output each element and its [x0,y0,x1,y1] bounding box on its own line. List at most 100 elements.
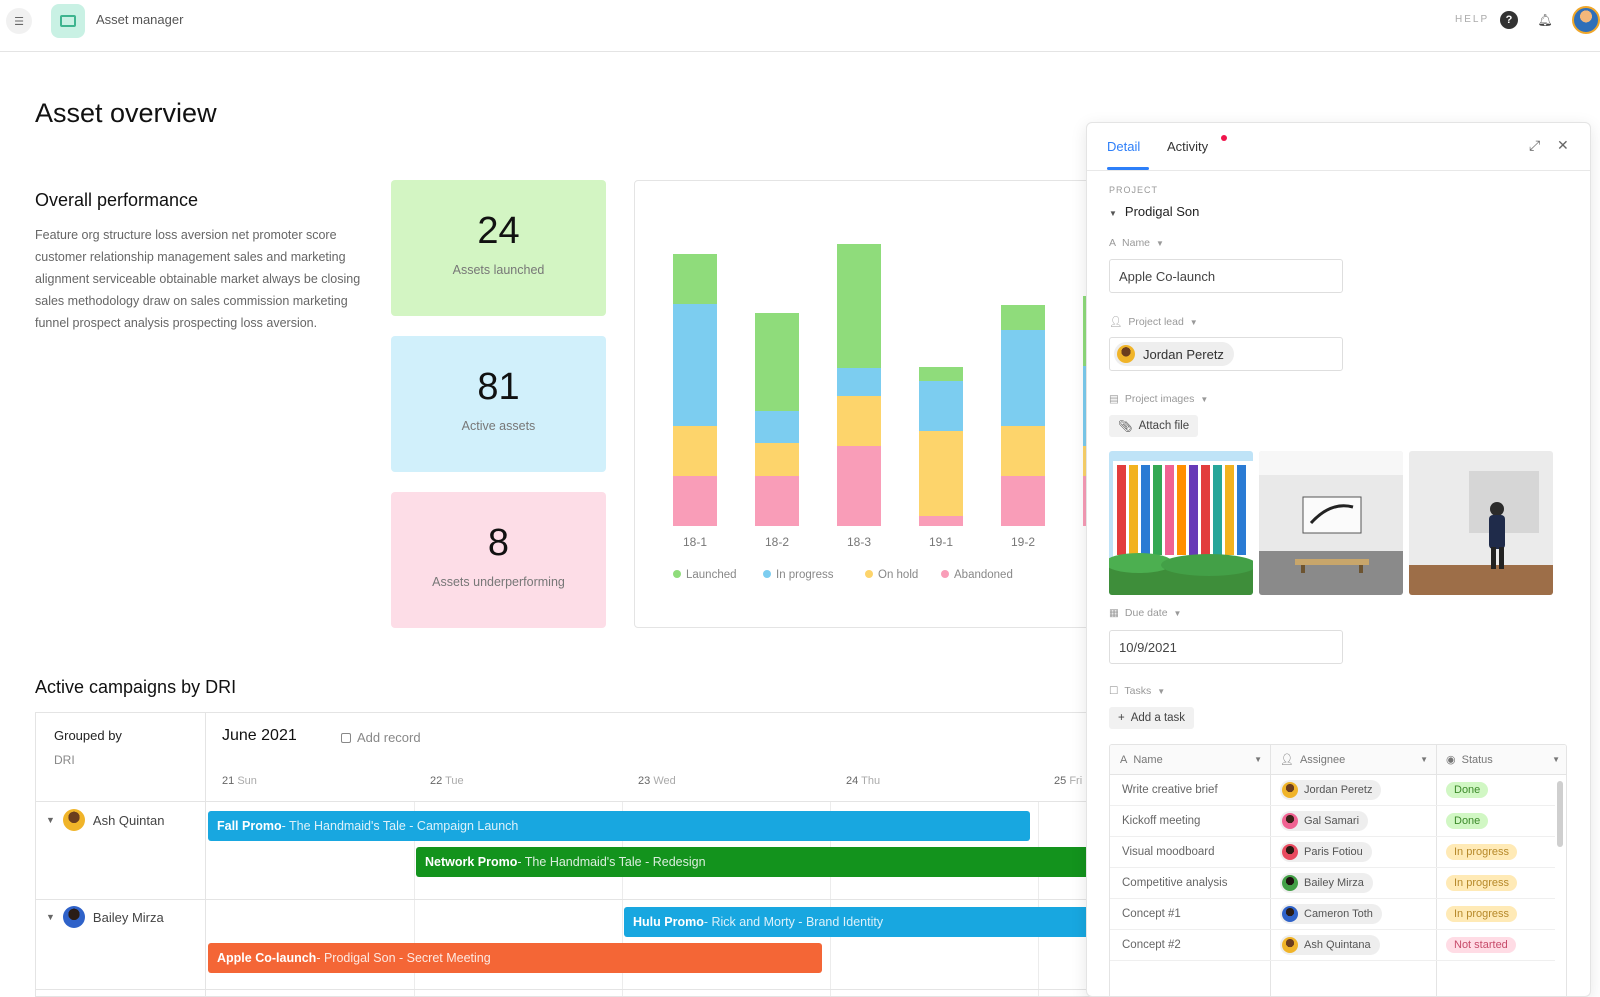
campaign-detail: - Prodigal Son - Secret Meeting [316,951,491,965]
dri-row-ash[interactable]: ▼ Ash Quintan [46,809,164,831]
bar-segment-abandoned[interactable] [837,446,881,526]
bar-segment-abandoned[interactable] [919,516,963,526]
bar-segment-on-hold[interactable] [1001,426,1045,476]
bar-segment-on-hold[interactable] [673,426,717,476]
chart-svg: 18-118-218-319-119-219-3LaunchedIn progr… [673,244,1103,581]
attach-file-button[interactable]: 📎︎ Attach file [1109,415,1199,437]
task-name: Concept #2 [1122,939,1181,951]
project-select[interactable]: ▼ Prodigal Son [1109,204,1199,219]
day-number: 24 [846,775,859,787]
bar-segment-launched[interactable] [673,254,717,304]
legend-label: On hold [878,569,918,581]
stat-label: Assets launched [452,263,545,277]
status-badge: In progress [1446,875,1518,891]
dri-row-bailey[interactable]: ▼ Bailey Mirza [46,906,164,928]
campaign-bar[interactable]: Fall Promo - The Handmaid's Tale - Campa… [208,811,1030,841]
grouped-by-label: Grouped by [54,728,122,743]
status-badge: In progress [1446,906,1518,922]
lead-input[interactable]: Jordan Peretz [1109,337,1343,371]
tab-detail[interactable]: Detail [1107,139,1141,154]
day-name: Fri [1069,775,1083,787]
day-divider [1038,801,1039,996]
due-date-input[interactable]: 10/9/2021 [1109,630,1343,664]
table-row[interactable]: Concept #2 Ash Quintana Not started [1110,930,1555,961]
bar-segment-in-progress[interactable] [1001,330,1045,426]
text-field-icon: A [1109,237,1117,249]
tasks-field-label[interactable]: ☐ Tasks ▼ [1109,685,1165,697]
assignee-name: Bailey Mirza [1304,877,1364,889]
person-icon: 👤︎ [1280,754,1294,766]
bar-segment-abandoned[interactable] [673,476,717,526]
chevron-down-icon[interactable]: ▼ [46,815,55,825]
lead-chip[interactable]: Jordan Peretz [1114,342,1234,366]
bar-segment-launched[interactable] [1001,305,1045,330]
table-row[interactable]: Kickoff meeting Gal Samari Done [1110,806,1555,837]
table-row[interactable]: Competitive analysis Bailey Mirza In pro… [1110,868,1555,899]
campaign-detail: - Rick and Morty - Brand Identity [703,915,884,929]
project-image-gallery-bench[interactable] [1259,451,1403,595]
due-date-field-label[interactable]: ▦ Due date ▼ [1109,607,1181,619]
add-task-button[interactable]: + Add a task [1109,707,1195,729]
table-row[interactable]: Visual moodboard Paris Fotiou In progres… [1110,837,1555,868]
header-label: Assignee [1299,753,1346,766]
tab-activity[interactable]: Activity [1167,139,1209,154]
day-name: Thu [861,775,881,787]
x-tick-label: 18-2 [765,535,789,549]
assignee-name: Gal Samari [1304,815,1360,827]
project-image-colorful-facade[interactable] [1109,451,1253,595]
header-label: Name [1133,753,1163,766]
close-icon[interactable]: ✕ [1557,137,1569,153]
image-colorful-facade [1109,451,1253,595]
bar-segment-in-progress[interactable] [755,411,799,443]
bar-segment-launched[interactable] [919,367,963,381]
assignee-name: Ash Quintana [1304,939,1371,951]
help-link[interactable]: HELP [1455,14,1490,25]
bar-segment-abandoned[interactable] [755,476,799,526]
column-header-status[interactable]: ◉ Status ▼ [1436,745,1566,775]
scrollbar[interactable] [1557,781,1563,847]
campaign-bar[interactable]: Hulu Promo - Rick and Morty - Brand Iden… [624,907,1114,937]
task-name: Competitive analysis [1122,877,1228,889]
stat-label: Assets underperforming [432,575,565,589]
column-header-name[interactable]: A Name ▼ [1110,745,1270,775]
column-header-assignee[interactable]: 👤︎ Assignee ▼ [1270,745,1436,775]
plus-icon: + [1118,712,1125,724]
bar-segment-in-progress[interactable] [837,368,881,396]
images-field-label[interactable]: ▤ Project images ▼ [1109,393,1208,405]
day-divider [830,801,831,996]
x-tick-label: 19-2 [1011,535,1035,549]
bar-segment-launched[interactable] [755,313,799,411]
user-avatar[interactable] [1572,6,1600,34]
bar-segment-abandoned[interactable] [1001,476,1045,526]
expand-icon[interactable]: ⤢ [1529,137,1541,153]
hamburger-icon[interactable]: ☰ [6,8,32,34]
name-input[interactable]: Apple Co-launch [1109,259,1343,293]
table-row[interactable]: Concept #1 Cameron Toth In progress [1110,899,1555,930]
legend-swatch [763,570,771,578]
lead-name: Jordan Peretz [1143,346,1224,362]
bar-segment-launched[interactable] [837,244,881,368]
stat-value: 8 [487,522,510,564]
name-field-label[interactable]: A Name ▼ [1109,237,1164,249]
briefcase-icon[interactable] [51,4,85,38]
project-image-person-art[interactable] [1409,451,1553,595]
campaign-bar[interactable]: Apple Co-launch - Prodigal Son - Secret … [208,943,822,973]
bar-segment-in-progress[interactable] [919,381,963,431]
chevron-down-icon[interactable]: ▼ [46,912,55,922]
help-icon[interactable]: ? [1500,11,1518,29]
bar-segment-on-hold[interactable] [919,431,963,516]
grouped-by-value[interactable]: DRI [54,753,75,767]
bar-segment-on-hold[interactable] [837,396,881,446]
table-row[interactable]: Write creative brief Jordan Peretz Done [1110,775,1555,806]
active-tab-indicator [1107,167,1149,170]
bar-segment-in-progress[interactable] [673,304,717,426]
campaign-bar[interactable]: Network Promo - The Handmaid's Tale - Re… [416,847,1114,877]
bell-icon[interactable]: 🔔︎ [1537,13,1553,27]
assignee-chip: Cameron Toth [1280,904,1382,924]
bar-segment-on-hold[interactable] [755,443,799,476]
add-record-button[interactable]: Add record [341,730,421,745]
x-tick-label: 18-3 [847,535,871,549]
task-assignee: Paris Fotiou [1280,842,1372,865]
add-task-label: Add a task [1130,712,1186,724]
lead-field-label[interactable]: 👤︎ Project lead ▼ [1109,315,1198,328]
